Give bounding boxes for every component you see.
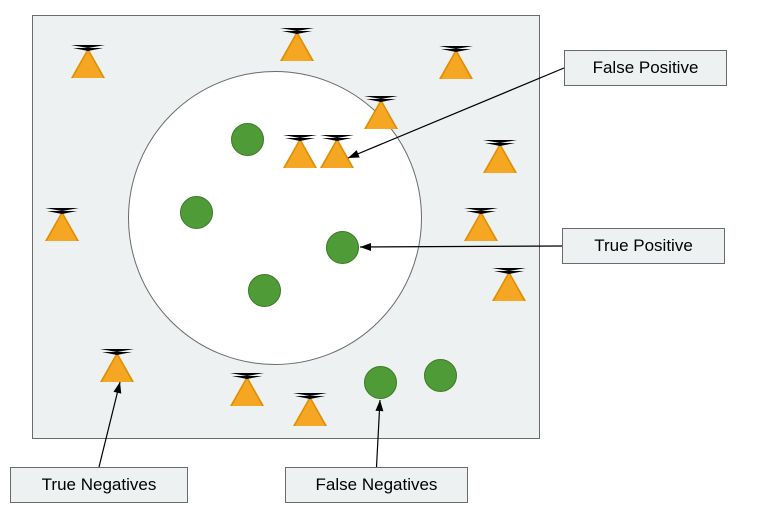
- circle-marker: [248, 274, 281, 307]
- diagram-canvas: False Positive True Positive True Negative…: [0, 0, 758, 522]
- circle-marker: [180, 196, 213, 229]
- triangle-marker-fill: [232, 376, 262, 406]
- triangle-marker-fill: [47, 211, 77, 241]
- label-true-negatives: True Negatives: [10, 467, 188, 503]
- label-true-positive: True Positive: [562, 228, 725, 264]
- triangle-marker-fill: [366, 99, 396, 129]
- circle-marker: [424, 359, 457, 392]
- circle-marker: [364, 366, 397, 399]
- circle-marker: [231, 123, 264, 156]
- triangle-marker-fill: [102, 352, 132, 382]
- triangle-marker-fill: [441, 49, 471, 79]
- triangle-marker-fill: [485, 143, 515, 173]
- label-false-negatives: False Negatives: [285, 467, 468, 503]
- triangle-marker-fill: [282, 31, 312, 61]
- triangle-marker-fill: [322, 138, 352, 168]
- triangle-marker-fill: [494, 271, 524, 301]
- label-false-positive: False Positive: [564, 50, 727, 86]
- triangle-marker-fill: [295, 396, 325, 426]
- triangle-marker-fill: [73, 48, 103, 78]
- circle-marker: [326, 231, 359, 264]
- triangle-marker-fill: [466, 211, 496, 241]
- triangle-marker-fill: [285, 138, 315, 168]
